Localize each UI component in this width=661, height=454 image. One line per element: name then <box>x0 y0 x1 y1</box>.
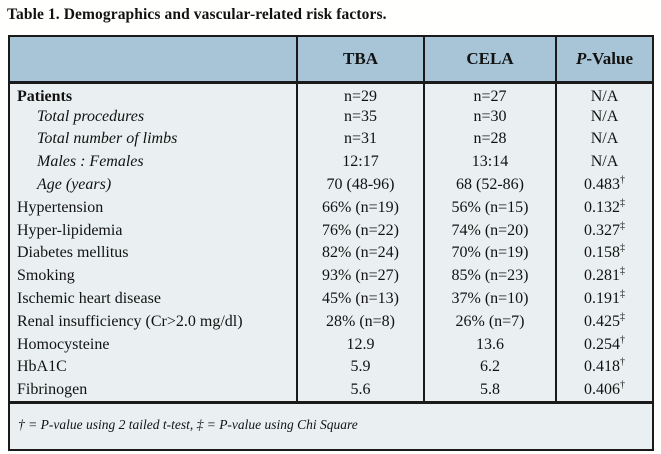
table-body: Patients n=29 n=27 N/A Total procedures n=35 n… <box>10 82 652 402</box>
table-row: Age (years) 70 (48-96) 68 (52-86) 0.483† <box>10 173 652 197</box>
row-label: Fibrinogen <box>10 378 298 402</box>
tba-value: 66% (n=19) <box>297 196 425 220</box>
p-value-dagger: ‡ <box>620 243 625 255</box>
data-table: TBA CELA P-Value Patients n=29 n=27 N/A Tota… <box>10 37 652 402</box>
tba-value: 5.9 <box>297 355 425 379</box>
p-value: 0.418† <box>584 357 625 376</box>
pvalue-rest: -Value <box>586 48 633 68</box>
row-label: Hypertension <box>10 196 298 220</box>
row-label: Diabetes mellitus <box>10 241 298 265</box>
row-label: Renal insufficiency (Cr>2.0 mg/dl) <box>10 310 298 334</box>
p-value: 0.406† <box>584 379 625 399</box>
header-row: TBA CELA P-Value <box>10 37 652 84</box>
cela-value: n=30 <box>424 105 557 128</box>
footnote: † = P-value using 2 tailed t-test, ‡ = P… <box>10 401 652 445</box>
table-row: Homocysteine 12.9 13.6 0.254† <box>10 333 652 356</box>
cela-value: 5.8 <box>424 378 557 402</box>
cela-value: 13.6 <box>424 333 557 356</box>
row-label: HbA1C <box>10 355 298 379</box>
table-row: Hyper-lipidemia 76% (n=22) 74% (n=20) 0.327… <box>10 219 652 242</box>
table-row: Fibrinogen 5.6 5.8 0.406† <box>10 378 652 402</box>
row-label: Patients <box>10 82 298 106</box>
row-label: Smoking <box>10 264 298 288</box>
p-value: 0.483† <box>584 174 625 194</box>
p-value: N/A <box>590 107 619 125</box>
p-value-dagger: ‡ <box>620 288 625 300</box>
tba-value: 45% (n=13) <box>297 287 425 311</box>
p-value-dagger: ‡ <box>620 197 625 209</box>
p-value: N/A <box>590 153 619 171</box>
table-row: Total procedures n=35 n=30 N/A <box>10 105 652 128</box>
cela-value: 85% (n=23) <box>424 264 557 288</box>
table-row: Hypertension 66% (n=19) 56% (n=15) 0.132‡ <box>10 196 652 220</box>
p-value-dagger: ‡ <box>620 220 625 232</box>
tba-value: n=31 <box>297 127 425 151</box>
tba-value: 82% (n=24) <box>297 241 425 265</box>
table-row: Total number of limbs n=31 n=28 N/A <box>10 127 652 151</box>
tba-value: n=35 <box>297 105 425 128</box>
tba-value: 12.9 <box>297 333 425 356</box>
row-label: Ischemic heart disease <box>10 287 298 311</box>
row-label: Total number of limbs <box>10 127 298 151</box>
p-value: 0.425‡ <box>584 311 625 330</box>
table-row: Smoking 93% (n=27) 85% (n=23) 0.281‡ <box>10 264 652 288</box>
cela-value: 13:14 <box>424 150 557 174</box>
demographics-table: TBA CELA P-Value Patients n=29 n=27 N/A Tota… <box>8 35 654 451</box>
table-row: HbA1C 5.9 6.2 0.418† <box>10 355 652 379</box>
cela-value: 74% (n=20) <box>424 219 557 242</box>
tba-value: 93% (n=27) <box>297 264 425 288</box>
cela-value: n=27 <box>424 82 557 106</box>
table-row: Ischemic heart disease 45% (n=13) 37% (n=1… <box>10 287 652 311</box>
row-label: Hyper-lipidemia <box>10 219 298 242</box>
p-value-dagger: ‡ <box>620 311 625 323</box>
p-value-dagger: † <box>620 174 625 186</box>
p-value: 0.132‡ <box>584 197 625 216</box>
header-tba: TBA <box>297 37 425 84</box>
p-value: 0.191‡ <box>584 288 625 308</box>
tba-value: n=29 <box>297 82 425 106</box>
p-value: N/A <box>590 87 619 105</box>
row-label: Total procedures <box>10 105 298 128</box>
header-pvalue: P-Value <box>556 37 652 84</box>
cela-value: 37% (n=10) <box>424 287 557 311</box>
tba-value: 76% (n=22) <box>297 219 425 242</box>
table-title: Table 1. Demographics and vascular-relat… <box>7 6 387 23</box>
p-value: 0.158‡ <box>584 243 625 262</box>
tba-value: 12:17 <box>297 150 425 174</box>
p-value-dagger: † <box>620 379 625 391</box>
tba-value: 70 (48-96) <box>297 173 425 197</box>
p-value-dagger: † <box>620 357 625 369</box>
tba-value: 5.6 <box>297 378 425 402</box>
header-cela: CELA <box>424 37 557 84</box>
cela-value: n=28 <box>424 127 557 151</box>
table-row: Patients n=29 n=27 N/A <box>10 82 652 106</box>
row-label: Homocysteine <box>10 333 298 356</box>
table-row: Diabetes mellitus 82% (n=24) 70% (n=19) 0.1… <box>10 241 652 265</box>
cela-value: 56% (n=15) <box>424 196 557 220</box>
table-row: Renal insufficiency (Cr>2.0 mg/dl) 28% (n… <box>10 310 652 334</box>
p-value: 0.327‡ <box>584 220 625 239</box>
p-value: 0.281‡ <box>584 265 625 285</box>
pvalue-p-italic: P <box>576 48 587 68</box>
p-value-dagger: ‡ <box>620 265 625 277</box>
header-empty-cell <box>10 37 298 84</box>
p-value: 0.254† <box>584 334 625 353</box>
table-row: Males : Females 12:17 13:14 N/A <box>10 150 652 174</box>
p-value-dagger: † <box>620 334 625 346</box>
row-label: Males : Females <box>10 150 298 174</box>
tba-value: 28% (n=8) <box>297 310 425 334</box>
p-value: N/A <box>590 130 619 148</box>
cela-value: 70% (n=19) <box>424 241 557 265</box>
cela-value: 26% (n=7) <box>424 310 557 334</box>
row-label: Age (years) <box>10 173 298 197</box>
cela-value: 68 (52-86) <box>424 173 557 197</box>
cela-value: 6.2 <box>424 355 557 379</box>
